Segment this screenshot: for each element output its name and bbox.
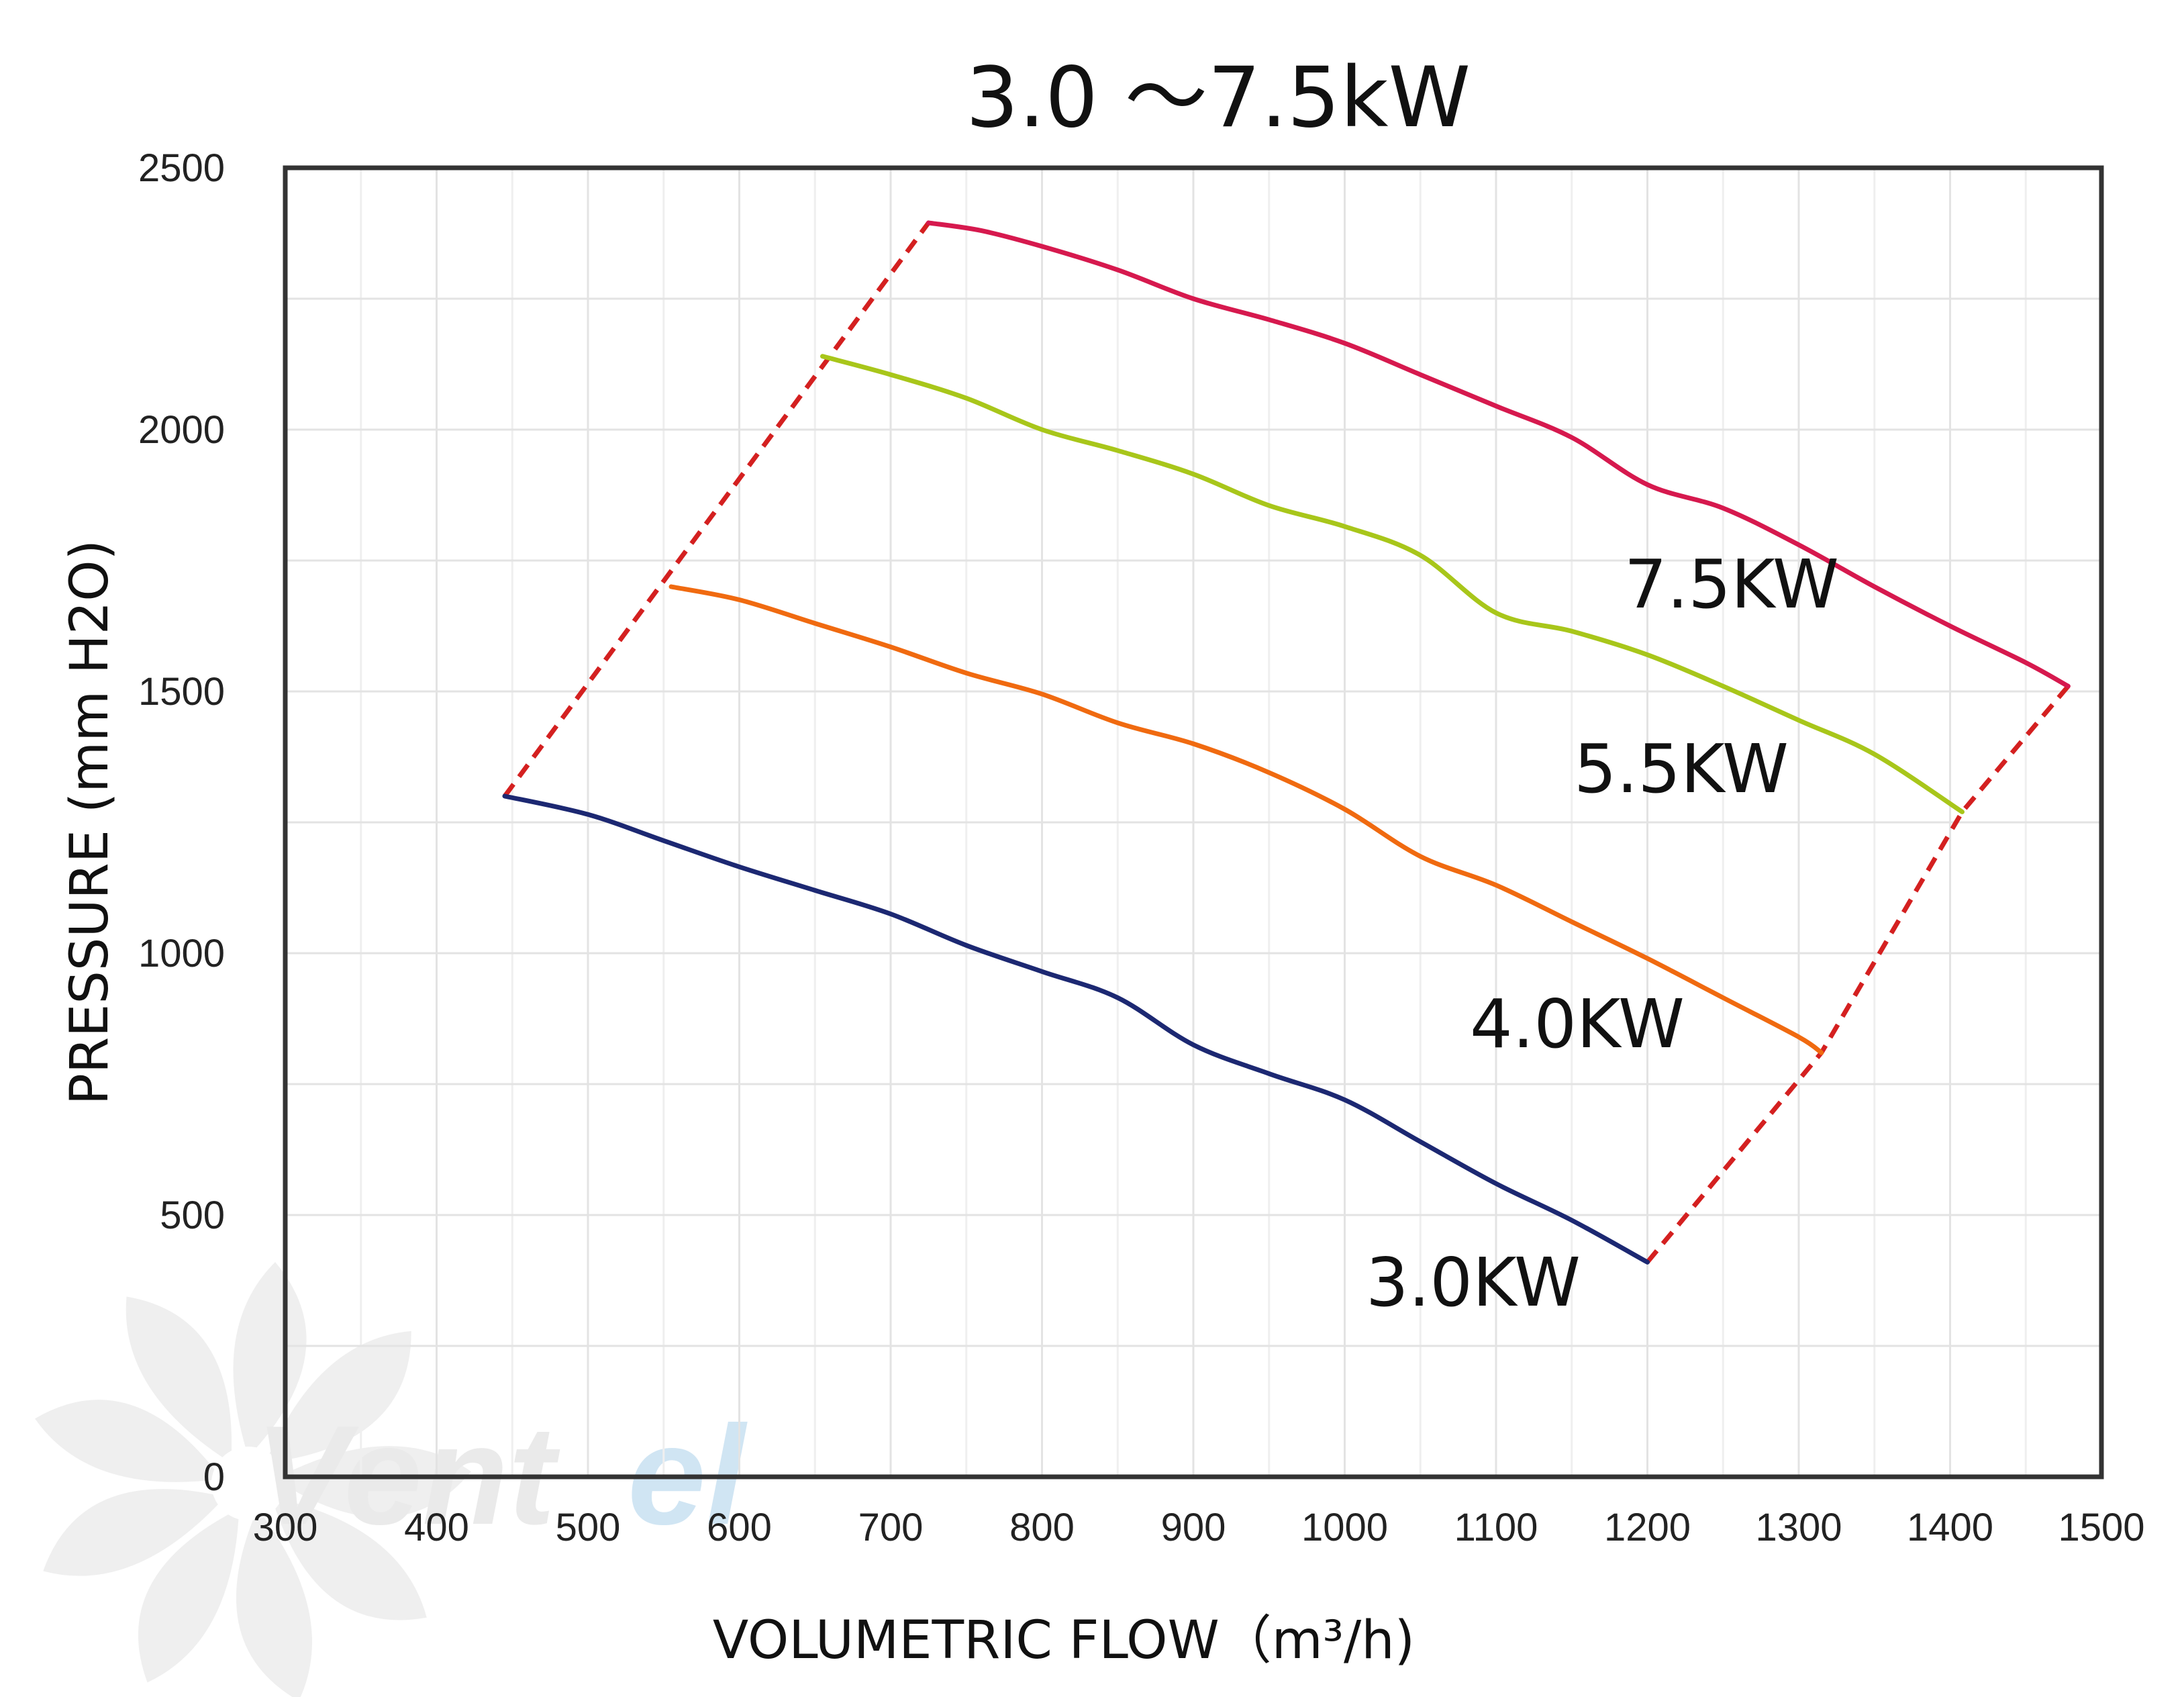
plot-frame xyxy=(283,165,2104,1480)
y-tick-label: 1000 xyxy=(138,932,225,975)
y-tick-label: 500 xyxy=(160,1194,225,1237)
x-tick-label: 600 xyxy=(707,1506,772,1549)
series-line-3-0kw xyxy=(502,793,1650,1265)
y-tick-label: 1500 xyxy=(138,670,225,714)
series-label: 3.0KW xyxy=(1366,1243,1581,1322)
fan-icon xyxy=(34,1262,471,1697)
x-tick-label: 1200 xyxy=(1604,1506,1691,1549)
fan-blade xyxy=(34,1400,222,1482)
y-tick-label: 2000 xyxy=(138,408,225,452)
x-tick-label: 300 xyxy=(253,1506,318,1549)
series-labels: 7.5KW 5.5KW 4.0KW 3.0KW xyxy=(1366,545,1839,1322)
x-tick-label: 1400 xyxy=(1907,1506,1993,1549)
fan-blade xyxy=(236,1508,312,1697)
series-line-4-0kw xyxy=(668,584,1824,1055)
y-axis-ticks: 0 500 1000 1500 2000 2500 xyxy=(138,146,225,1499)
x-tick-label: 1000 xyxy=(1301,1506,1388,1549)
series-label: 7.5KW xyxy=(1624,545,1839,624)
x-tick-label: 1500 xyxy=(2058,1506,2144,1549)
x-tick-label: 700 xyxy=(858,1506,924,1549)
fan-blade xyxy=(138,1508,240,1683)
x-tick-label: 1300 xyxy=(1755,1506,1842,1549)
x-tick-label: 800 xyxy=(1009,1506,1075,1549)
series-lines xyxy=(502,220,2071,1265)
x-tick-label: 400 xyxy=(404,1506,469,1549)
x-axis-ticks: 300 400 500 600 700 800 900 1000 1100 1200 1300 140… xyxy=(253,1506,2145,1549)
fan-blade xyxy=(233,1262,307,1457)
watermark-logo: Vent el xyxy=(34,1262,748,1697)
series-label: 4.0KW xyxy=(1470,985,1685,1063)
y-tick-label: 2500 xyxy=(138,146,225,190)
x-axis-label: VOLUMETRIC FLOW（m³/h) xyxy=(713,1610,1415,1671)
boundary-line-left xyxy=(503,221,931,798)
series-label: 5.5KW xyxy=(1574,730,1789,808)
series-line-5-5kw xyxy=(820,354,1965,814)
fan-hub xyxy=(211,1447,285,1520)
y-tick-label: 0 xyxy=(203,1455,225,1499)
operating-boundary xyxy=(503,221,2071,1264)
y-axis-label: PRESSURE (mm H2O) xyxy=(60,540,120,1105)
fan-blade xyxy=(275,1446,471,1518)
series-line-7-5kw xyxy=(926,220,2071,689)
boundary-line-right xyxy=(1645,684,2071,1264)
x-tick-label: 900 xyxy=(1161,1506,1226,1549)
fan-blade xyxy=(126,1296,232,1463)
grid-lines xyxy=(285,168,2101,1477)
fan-blade xyxy=(43,1489,226,1576)
x-tick-label: 1100 xyxy=(1454,1506,1538,1549)
fan-blade xyxy=(271,1497,427,1620)
fan-blade xyxy=(265,1330,411,1463)
chart-title: 3.0 ～7.5kW xyxy=(966,50,1471,146)
x-tick-label: 500 xyxy=(556,1506,621,1549)
